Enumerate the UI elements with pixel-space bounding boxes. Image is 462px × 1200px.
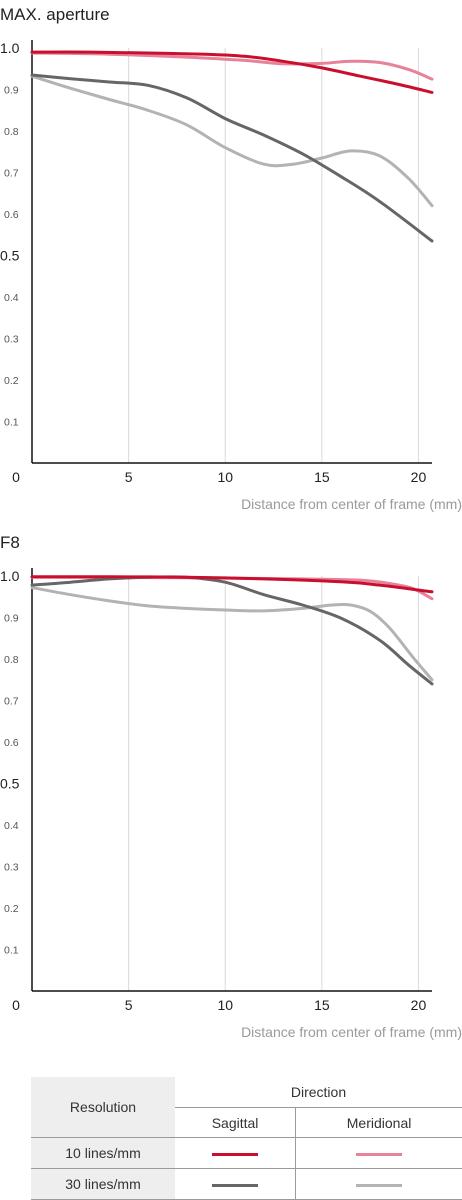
- legend-row-label: 10 lines/mm: [31, 1137, 175, 1169]
- x-tick-label: 5: [125, 469, 133, 485]
- legend-swatch-30-sagittal: [212, 1183, 259, 1187]
- y-tick-label: 1.0: [0, 568, 20, 584]
- y-tick-label: 0.8: [4, 654, 19, 666]
- series-line-30-lines-mm-meridional: [30, 586, 434, 682]
- y-tick-label: 0.7: [4, 168, 19, 180]
- x-tick-label: 0: [12, 469, 20, 485]
- y-tick-label: 0.6: [4, 737, 19, 749]
- y-tick-label: 0.4: [4, 820, 19, 832]
- series-line-10-lines-mm-meridional: [30, 51, 434, 81]
- y-tick-label: 0.2: [4, 903, 19, 915]
- y-tick-label: 0.6: [4, 209, 19, 221]
- legend-direction-header: Direction: [175, 1077, 462, 1108]
- chart-title: MAX. aperture: [0, 5, 110, 24]
- series-line-30-lines-mm-sagittal: [30, 73, 434, 243]
- x-tick-label: 10: [217, 997, 233, 1013]
- y-tick-label: 0.9: [4, 85, 19, 97]
- legend-row-30-lines: 30 lines/mm: [31, 1168, 462, 1200]
- legend-meridional-header: Meridional: [295, 1107, 462, 1138]
- legend-resolution-header: Resolution: [31, 1077, 175, 1138]
- y-tick-label: 0.5: [0, 248, 20, 264]
- series-line-10-lines-mm-sagittal: [30, 50, 434, 94]
- y-tick-label: 0.9: [4, 613, 19, 625]
- legend-swatch-10-sagittal: [212, 1152, 259, 1156]
- y-tick-label: 0.4: [4, 292, 19, 304]
- mtf-chart-f8: F8 1.0 0.5 0.9 0.8 0.7 0.6 0.4 0.3 0.2 0.1 0 5 10 15 20…: [0, 533, 462, 1040]
- y-tick-label: 0.3: [4, 334, 19, 346]
- x-tick-label: 10: [217, 469, 233, 485]
- legend-swatch-10-meridional: [356, 1152, 403, 1156]
- legend-swatch-30-meridional: [356, 1183, 403, 1187]
- y-tick-label: 0.5: [0, 776, 20, 792]
- x-tick-label: 15: [314, 997, 330, 1013]
- y-tick-label: 0.1: [4, 945, 19, 957]
- x-axis-label: Distance from center of frame (mm): [241, 496, 462, 512]
- x-tick-label: 15: [314, 469, 330, 485]
- y-tick-label: 0.8: [4, 126, 19, 138]
- legend-row-label: 30 lines/mm: [31, 1168, 175, 1200]
- y-tick-label: 0.3: [4, 862, 19, 874]
- y-tick-label: 0.2: [4, 375, 19, 387]
- x-tick-label: 5: [125, 997, 133, 1013]
- series-line-10-lines-mm-sagittal: [30, 575, 434, 594]
- mtf-chart-max-aperture: MAX. aperture 1.0 0.5 0.9 0.8 0.7 0.6 0.4 0.3 0.2…: [0, 5, 462, 512]
- x-tick-label: 20: [411, 997, 427, 1013]
- legend-sagittal-header: Sagittal: [175, 1107, 297, 1138]
- x-tick-label: 0: [12, 997, 20, 1013]
- legend-row-10-lines: 10 lines/mm: [31, 1137, 462, 1169]
- chart-title: F8: [0, 533, 20, 552]
- series-line-30-lines-mm-meridional: [30, 74, 434, 208]
- y-tick-label: 1.0: [0, 40, 20, 56]
- y-tick-label: 0.1: [4, 417, 19, 429]
- series-line-30-lines-mm-sagittal: [30, 575, 434, 686]
- mtf-legend-table: Resolution Direction Sagittal Meridional…: [31, 1077, 462, 1200]
- x-axis-label: Distance from center of frame (mm): [241, 1024, 462, 1040]
- y-tick-label: 0.7: [4, 696, 19, 708]
- x-tick-label: 20: [411, 469, 427, 485]
